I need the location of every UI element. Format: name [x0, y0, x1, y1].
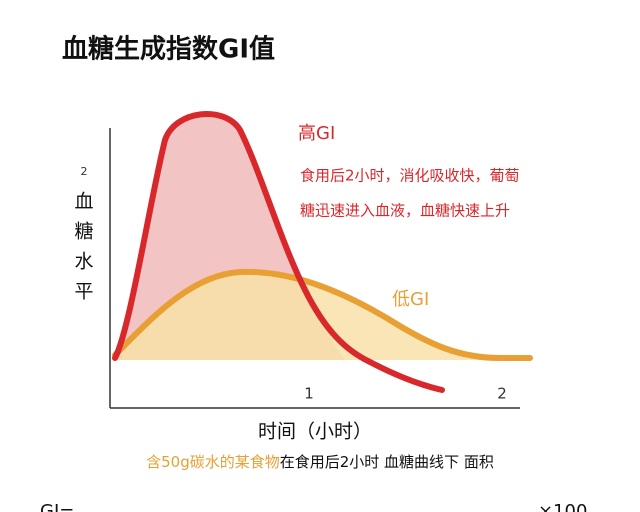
footer-right: ×100 [538, 501, 587, 512]
x-tick-label: 1 [304, 385, 314, 403]
y-axis-label: 水 [74, 251, 93, 273]
x-axis-label: 时间（小时） [258, 421, 372, 443]
high-gi-label: 高GI [298, 123, 335, 144]
high-gi-curve [112, 111, 445, 393]
x-tick-label: 2 [497, 385, 507, 403]
y-axis-label: 血 [74, 191, 93, 213]
footer-left: GI= [40, 501, 74, 512]
y-axis-label: 糖 [74, 221, 93, 243]
caption-rest: 在食用后2小时 血糖曲线下 面积 [280, 453, 494, 471]
caption: 含50g碳水的某食物在食用后2小时 血糖曲线下 面积 [146, 453, 494, 471]
caption-highlight: 含50g碳水的某食物 [146, 453, 280, 471]
y-superscript: 2 [81, 165, 88, 178]
low-gi-label: 低GI [392, 289, 429, 310]
y-axis-label: 平 [74, 281, 93, 303]
title: 血糖生成指数GI值 [62, 34, 275, 65]
low-gi-curve [112, 268, 533, 361]
high-gi-note: 糖迅速进入血液，血糖快速上升 [300, 202, 510, 220]
high-gi-note: 食用后2小时，消化吸收快，葡萄 [300, 167, 520, 185]
